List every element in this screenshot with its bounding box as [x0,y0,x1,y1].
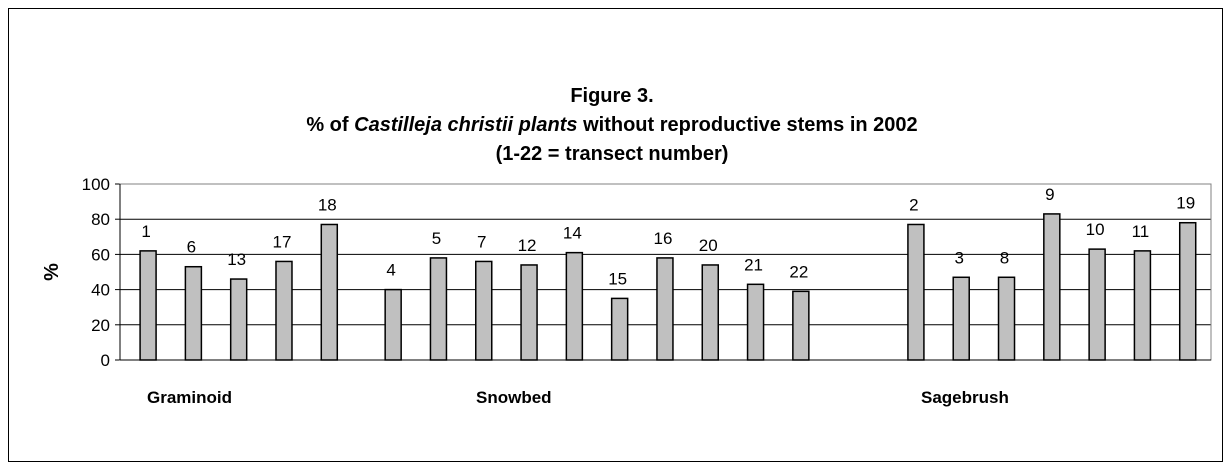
y-axis-label: % [41,263,63,281]
bar-label: 3 [954,248,963,267]
bar [746,283,765,361]
y-tick-label: 80 [91,210,110,229]
bar [429,257,448,361]
bar [610,297,629,361]
bar-label: 5 [432,229,441,248]
bar-label: 16 [653,229,672,248]
group-label: Graminoid [147,388,232,407]
bar-label: 1 [141,222,150,241]
y-tick-label: 60 [91,245,110,264]
y-tick-label: 40 [91,281,110,300]
bar-label: 4 [386,261,395,280]
subtitle-italic: Castilleja christii plants [354,114,577,136]
bar [184,265,203,361]
bar-label: 6 [187,238,196,257]
bar [1133,250,1152,361]
bar-label: 17 [273,232,292,251]
bar-label: 20 [699,236,718,255]
bar [229,278,248,361]
bar [275,260,293,361]
bar [320,223,339,361]
bar [656,257,674,361]
subtitle-prefix: % of [306,114,354,136]
y-tick-label: 100 [82,175,110,194]
bar-label: 19 [1176,194,1195,213]
bar [1043,213,1061,361]
bar [1178,221,1197,361]
bar [1088,248,1106,361]
bar-label: 9 [1045,185,1054,204]
bar-label: 12 [518,236,537,255]
y-tick-label: 0 [101,351,110,370]
bar [701,264,720,361]
chart-subtitle: % of Castilleja christii plants without … [306,114,917,136]
bar-label: 8 [1000,248,1009,267]
bar [952,276,970,361]
subtitle-suffix: without reproductive stems in 2002 [578,114,918,136]
chart-note: (1-22 = transect number) [496,143,729,165]
group-label: Snowbed [476,388,552,407]
bar-label: 2 [909,195,918,214]
bar [907,223,925,361]
chart-title: Figure 3. [570,85,653,107]
bar-label: 22 [789,262,808,281]
bar [520,264,538,361]
bar [792,290,810,361]
chart-frame [8,8,1223,462]
bar-label: 11 [1132,222,1150,241]
bar [565,251,584,361]
bar-label: 7 [477,232,486,251]
bar-label: 18 [318,195,337,214]
bar [139,250,157,361]
bar-label: 10 [1086,220,1105,239]
bar [997,276,1016,361]
y-tick-label: 20 [91,316,110,335]
group-label: Sagebrush [921,388,1009,407]
bar-label: 21 [744,255,763,274]
bar [475,260,493,361]
bar-label: 13 [227,250,246,269]
bar-label: 14 [563,224,582,243]
bar [384,288,402,361]
bar-label: 15 [608,269,627,288]
